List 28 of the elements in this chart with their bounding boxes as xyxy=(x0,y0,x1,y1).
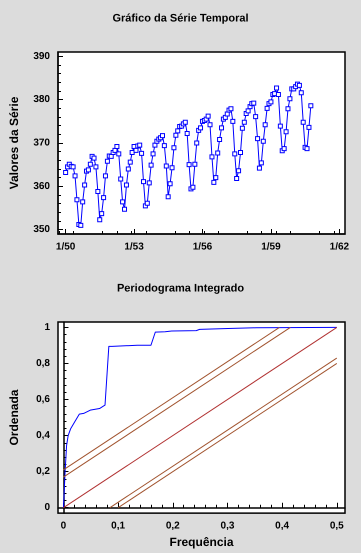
y-tick-label: 0,8 xyxy=(36,358,50,369)
y-axis-title: Ordenada xyxy=(7,389,21,446)
x-tick-label: 1/50 xyxy=(56,242,76,252)
y-tick-label: 370 xyxy=(33,138,50,148)
y-tick-label: 0 xyxy=(44,502,50,514)
x-tick-label: 0,2 xyxy=(166,520,180,532)
x-tick-label: 1/59 xyxy=(261,242,282,252)
x-tick-label: 0,1 xyxy=(111,520,126,532)
y-tick-label: 1 xyxy=(44,322,50,333)
line-series xyxy=(62,326,338,508)
y-tick-label: 390 xyxy=(33,50,50,62)
y-tick-label: 0,4 xyxy=(36,430,50,442)
x-axis-title: Frequência xyxy=(169,535,234,549)
x-tick-label: 0,3 xyxy=(220,520,235,532)
y-tick-label: 350 xyxy=(33,224,50,236)
y-tick-label: 0,2 xyxy=(36,466,50,478)
x-tick-label: 1/53 xyxy=(124,242,144,252)
y-tick-label: 360 xyxy=(33,180,50,192)
x-tick-label: 0,5 xyxy=(330,520,344,532)
chart-title: Periodograma Integrado xyxy=(116,282,244,294)
y-tick-label: 0,6 xyxy=(36,394,50,406)
x-tick-label: 1/62 xyxy=(330,242,350,252)
x-tick-label: 0,4 xyxy=(275,520,290,532)
y-tick-label: 380 xyxy=(33,94,50,106)
chart-title: Gráfico da Série Temporal xyxy=(112,12,249,24)
x-tick-label: 0 xyxy=(60,520,67,532)
y-axis-title: Valores da Série xyxy=(7,96,21,190)
x-tick-label: 1/56 xyxy=(192,242,213,252)
